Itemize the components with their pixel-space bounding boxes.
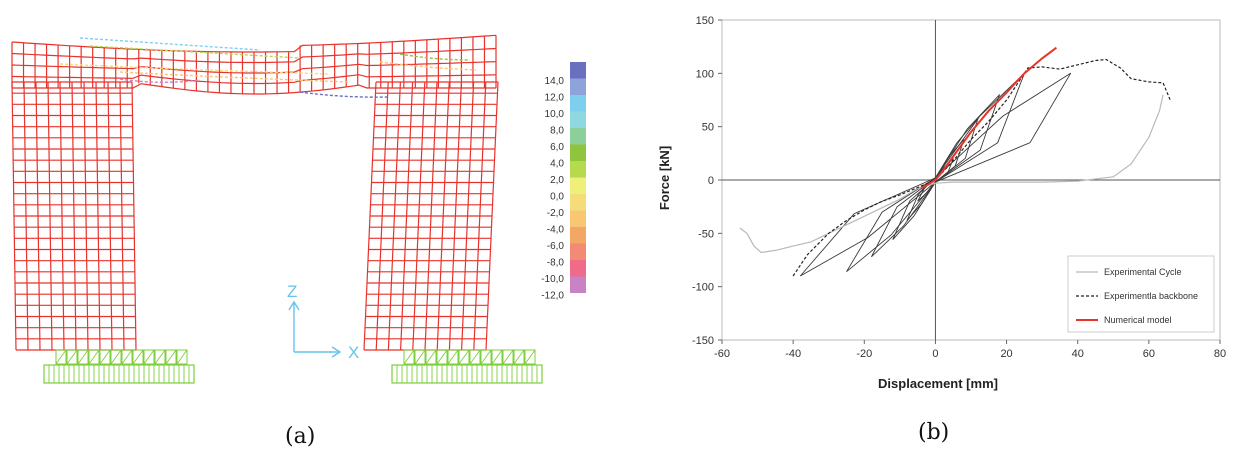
legend-entry: Numerical model bbox=[1104, 315, 1172, 325]
legend-swatch bbox=[570, 194, 586, 211]
series-line bbox=[920, 46, 1057, 190]
series-line bbox=[739, 94, 1164, 254]
x-tick-label: 20 bbox=[1000, 348, 1012, 360]
crack-streak bbox=[59, 63, 331, 75]
series-lines bbox=[739, 46, 1171, 277]
crack-streak bbox=[89, 45, 301, 59]
legend-label: -10,0 bbox=[541, 274, 564, 285]
x-tick-label: 60 bbox=[1143, 348, 1155, 360]
x-tick-label: -60 bbox=[714, 348, 730, 360]
foundation-supports bbox=[43, 349, 543, 384]
series-line bbox=[792, 58, 1171, 277]
x-axis-label: X bbox=[348, 343, 359, 362]
caption-a: (a) bbox=[285, 424, 316, 449]
fe-model-figure: Z X 14,0 12,0 10,0 8,0 6,0 4,0 2,0 0,0 -2,0 -4,0 -… bbox=[11, 34, 586, 384]
legend-swatch bbox=[570, 210, 586, 227]
crack-pattern bbox=[59, 37, 477, 98]
legend-swatch bbox=[570, 260, 586, 277]
force-displacement-panel: -60 -40 -20 0 20 40 60 80 -150 -100 -50 0 50 100 150 D… bbox=[620, 0, 1236, 462]
color-legend: 14,0 12,0 10,0 8,0 6,0 4,0 2,0 0,0 -2,0 -4,0 -6,0 -… bbox=[541, 62, 586, 302]
force-displacement-chart: -60 -40 -20 0 20 40 60 80 -150 -100 -50 0 50 100 150 D… bbox=[657, 15, 1226, 391]
hysteresis-loop bbox=[870, 94, 1000, 258]
x-tick-label: -20 bbox=[856, 348, 872, 360]
axis-ticks: -60 -40 -20 0 20 40 60 80 -150 -100 -50 0 50 100 150 bbox=[692, 15, 1226, 360]
crack-streak bbox=[379, 61, 477, 71]
legend-entry: Experimentla backbone bbox=[1104, 291, 1198, 301]
legend-label: 6,0 bbox=[550, 142, 564, 153]
right-column-mesh bbox=[363, 81, 499, 351]
legend-label: 0,0 bbox=[550, 192, 564, 203]
left-column-mesh bbox=[11, 81, 137, 351]
legend-label: -12,0 bbox=[541, 291, 564, 302]
legend-swatch bbox=[570, 227, 586, 244]
legend-label: 4,0 bbox=[550, 159, 564, 170]
y-tick-label: 50 bbox=[702, 122, 714, 134]
x-axis-arrowhead bbox=[331, 346, 342, 358]
x-tick-label: 0 bbox=[932, 348, 938, 360]
legend-label: 14,0 bbox=[545, 76, 565, 87]
beam-mesh bbox=[11, 34, 497, 95]
legend-swatch bbox=[570, 128, 586, 145]
x-tick-label: -40 bbox=[785, 348, 801, 360]
legend-entry: Experimental Cycle bbox=[1104, 267, 1182, 277]
y-tick-label: 100 bbox=[696, 68, 714, 80]
legend-swatch bbox=[570, 243, 586, 260]
crack-streak bbox=[399, 53, 471, 61]
fe-model-panel: Z X 14,0 12,0 10,0 8,0 6,0 4,0 2,0 0,0 -2,0 -4,0 -… bbox=[11, 34, 586, 449]
crack-streak bbox=[79, 37, 261, 51]
left-foundation bbox=[43, 349, 195, 384]
crack-streak bbox=[119, 71, 351, 83]
x-tick-label: 80 bbox=[1214, 348, 1226, 360]
legend-label: -2,0 bbox=[547, 208, 565, 219]
x-axis-title: Displacement [mm] bbox=[878, 376, 998, 391]
legend-label: 8,0 bbox=[550, 126, 564, 137]
right-foundation bbox=[391, 349, 543, 384]
crack-streak bbox=[119, 78, 201, 83]
y-tick-label: -150 bbox=[692, 335, 714, 347]
legend-label: -4,0 bbox=[547, 225, 565, 236]
z-axis-arrowhead bbox=[288, 300, 300, 311]
legend-swatch bbox=[570, 177, 586, 194]
y-tick-label: -100 bbox=[692, 282, 714, 294]
legend-label: 2,0 bbox=[550, 175, 564, 186]
chart-legend: Experimental Cycle Experimentla backbone N… bbox=[1067, 255, 1215, 333]
legend-label: -6,0 bbox=[547, 241, 565, 252]
caption-b: (b) bbox=[918, 420, 950, 445]
legend-swatch bbox=[570, 161, 586, 178]
y-tick-label: -50 bbox=[698, 228, 714, 240]
y-tick-label: 150 bbox=[696, 15, 714, 27]
legend-label: -8,0 bbox=[547, 258, 565, 269]
x-tick-label: 40 bbox=[1072, 348, 1084, 360]
legend-swatch bbox=[570, 276, 586, 293]
legend-swatch bbox=[570, 144, 586, 161]
legend-swatch bbox=[570, 111, 586, 128]
y-axis-title: Force [kN] bbox=[657, 146, 672, 210]
legend-label: 10,0 bbox=[545, 109, 565, 120]
legend-swatch bbox=[570, 62, 586, 79]
z-axis-label: Z bbox=[287, 282, 297, 301]
coordinate-axes: Z X bbox=[287, 282, 359, 362]
legend-label: 12,0 bbox=[545, 93, 565, 104]
y-tick-label: 0 bbox=[708, 175, 714, 187]
legend-swatch bbox=[570, 95, 586, 112]
legend-swatch bbox=[570, 78, 586, 95]
fe-mesh bbox=[11, 34, 499, 351]
